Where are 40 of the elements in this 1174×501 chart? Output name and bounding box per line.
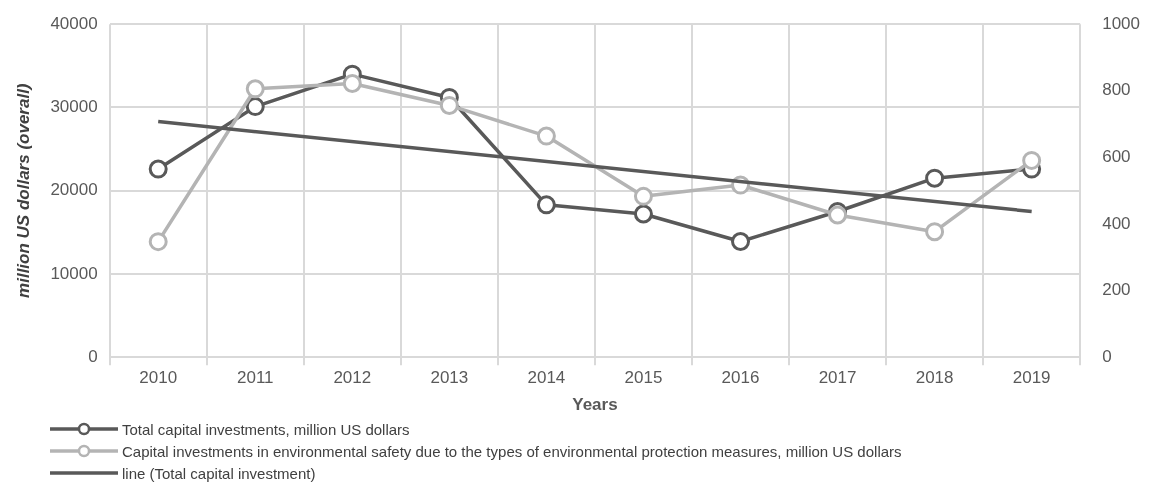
legend-label: Total capital investments, million US dollars bbox=[122, 420, 410, 438]
point bbox=[731, 231, 750, 251]
y2-tick-label: 1000 bbox=[1102, 13, 1141, 33]
x-tick-label: 2016 bbox=[721, 368, 760, 388]
point bbox=[925, 222, 945, 242]
x-tick-label: 2011 bbox=[236, 368, 274, 388]
y-tick-label: 30000 bbox=[50, 97, 98, 117]
y2-tick-label: 200 bbox=[1102, 280, 1131, 300]
point bbox=[925, 168, 945, 188]
y-tick-label: 10000 bbox=[50, 263, 98, 283]
x-tick-label: 2010 bbox=[139, 368, 178, 388]
y-tick-label: 20000 bbox=[50, 180, 98, 200]
point bbox=[633, 204, 653, 224]
y-axis-title: million US dollars (overall) bbox=[13, 83, 33, 298]
x-axis-title: Years bbox=[572, 395, 618, 415]
y-tick-label: 0 bbox=[88, 346, 98, 366]
y2-tick-label: 0 bbox=[1102, 346, 1112, 366]
y2-tick-label: 800 bbox=[1102, 80, 1131, 100]
x-tick-label: 2014 bbox=[527, 368, 566, 388]
legend-label: Capital investments in environmental safety due to the types of environmental protection measures, million US dollars bbox=[122, 442, 902, 460]
x-tick-label: 2013 bbox=[430, 368, 469, 388]
x-tick-label: 2015 bbox=[624, 368, 663, 388]
point bbox=[148, 232, 168, 252]
x-tick-label: 2017 bbox=[818, 368, 857, 388]
point bbox=[245, 97, 265, 117]
point bbox=[536, 195, 556, 215]
x-tick-label: 2012 bbox=[333, 368, 372, 388]
point bbox=[536, 126, 556, 146]
point bbox=[439, 95, 459, 115]
x-tick-label: 2019 bbox=[1012, 368, 1051, 388]
point bbox=[148, 159, 168, 179]
point bbox=[245, 79, 265, 99]
y-tick-label: 40000 bbox=[50, 13, 98, 33]
legend-label: line (Total capital investment) bbox=[122, 464, 316, 482]
y2-tick-label: 400 bbox=[1102, 213, 1131, 233]
y2-tick-label: 600 bbox=[1102, 147, 1131, 167]
x-tick-label: 2018 bbox=[915, 368, 954, 388]
point bbox=[633, 186, 653, 206]
point bbox=[1022, 150, 1042, 170]
point bbox=[342, 73, 362, 93]
